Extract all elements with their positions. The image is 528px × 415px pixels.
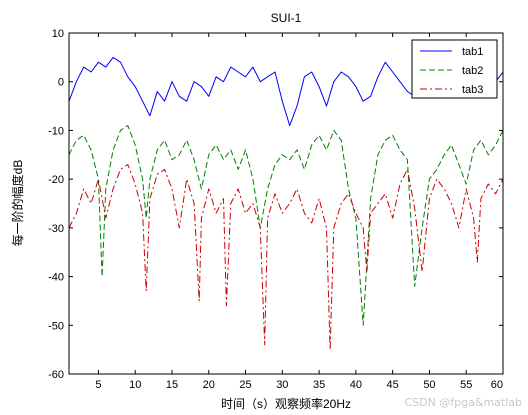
ticks-layer: 5 10 15 20 25 30 35 40 45 50 55 60 10 0 -10 -20 -30 -40 -5…	[48, 28, 504, 391]
x-tick-label: 60	[491, 379, 503, 391]
x-tick-label: 15	[166, 379, 178, 391]
x-tick-label: 45	[387, 379, 399, 391]
y-tick-label: 10	[52, 28, 64, 40]
legend: tab1 tab2 tab3	[411, 39, 498, 99]
legend-box	[411, 39, 498, 99]
x-tick-label: 40	[350, 379, 362, 391]
y-tick-label: -50	[48, 320, 64, 332]
x-tick-label: 10	[129, 379, 141, 391]
chart-title: SUI-1	[271, 11, 302, 25]
y-tick-label: -30	[48, 223, 64, 235]
legend-label-tab3: tab3	[462, 84, 483, 96]
y-tick-label: 0	[58, 77, 64, 89]
y-tick-label: -40	[48, 272, 64, 284]
legend-label-tab2: tab2	[462, 65, 483, 77]
y-tick-label: -10	[48, 125, 64, 137]
x-tick-label: 55	[460, 379, 472, 391]
x-tick-label: 50	[423, 379, 435, 391]
plot-frame	[68, 32, 504, 375]
x-tick-label: 30	[276, 379, 288, 391]
x-tick-label: 35	[313, 379, 325, 391]
y-tick-label: -20	[48, 174, 64, 186]
watermark-text: CSDN @fpga&matlab	[404, 396, 522, 409]
x-tick-label: 5	[95, 379, 101, 391]
x-tick-label: 20	[203, 379, 215, 391]
y-tick-label: -60	[48, 369, 64, 381]
legend-label-tab1: tab1	[462, 46, 483, 58]
series-line-tab3	[69, 164, 503, 351]
x-axis-label: 时间（s）观察频率20Hz	[221, 396, 351, 411]
x-tick-label: 25	[239, 379, 251, 391]
series-line-tab2	[69, 125, 503, 326]
y-axis-label: 每一阶的幅度dB	[10, 160, 25, 247]
